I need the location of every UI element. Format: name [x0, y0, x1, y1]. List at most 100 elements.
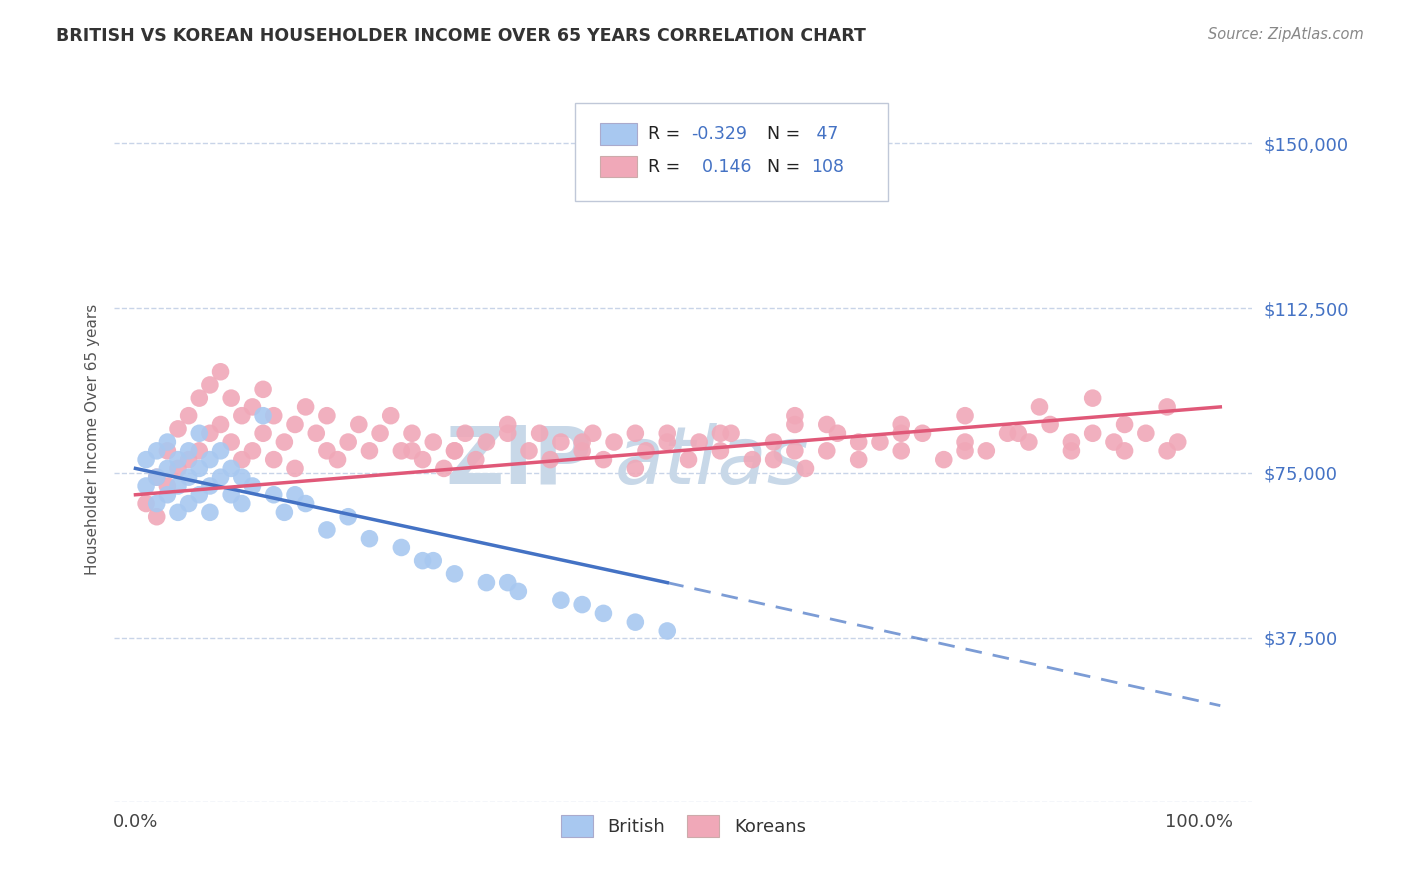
Point: [783, 409, 806, 423]
Point: [443, 566, 465, 581]
Point: [869, 435, 891, 450]
Point: [198, 479, 221, 493]
Point: [263, 488, 285, 502]
Point: [167, 422, 190, 436]
Text: 0.146: 0.146: [692, 158, 752, 176]
Point: [953, 443, 976, 458]
Point: [252, 426, 274, 441]
Text: 47: 47: [811, 125, 838, 143]
Point: [688, 435, 710, 450]
Y-axis label: Householder Income Over 65 years: Householder Income Over 65 years: [86, 304, 100, 575]
Text: R =: R =: [648, 158, 686, 176]
Point: [932, 452, 955, 467]
Point: [167, 452, 190, 467]
Point: [167, 479, 190, 493]
Point: [231, 497, 253, 511]
Point: [1060, 435, 1083, 450]
Point: [145, 470, 167, 484]
Point: [571, 598, 593, 612]
Point: [1167, 435, 1189, 450]
Point: [188, 461, 211, 475]
Point: [242, 400, 264, 414]
FancyBboxPatch shape: [600, 156, 637, 178]
Point: [550, 435, 572, 450]
Point: [890, 426, 912, 441]
Point: [198, 452, 221, 467]
Point: [368, 426, 391, 441]
Point: [305, 426, 328, 441]
Point: [326, 452, 349, 467]
Point: [848, 435, 870, 450]
Point: [709, 426, 731, 441]
Point: [890, 417, 912, 432]
Text: R =: R =: [648, 125, 686, 143]
Point: [762, 452, 785, 467]
Point: [496, 417, 519, 432]
Point: [145, 509, 167, 524]
Text: ZIP: ZIP: [444, 423, 592, 500]
Point: [1114, 443, 1136, 458]
Point: [156, 488, 179, 502]
Point: [529, 426, 551, 441]
Point: [571, 435, 593, 450]
Point: [231, 470, 253, 484]
Point: [657, 624, 679, 638]
Point: [177, 497, 200, 511]
Point: [709, 443, 731, 458]
Point: [347, 417, 370, 432]
Point: [592, 452, 614, 467]
Point: [1156, 443, 1178, 458]
Point: [177, 470, 200, 484]
Point: [167, 461, 190, 475]
Point: [422, 435, 444, 450]
Point: [953, 409, 976, 423]
Point: [475, 575, 498, 590]
Text: -0.329: -0.329: [692, 125, 747, 143]
Point: [156, 461, 179, 475]
Point: [242, 479, 264, 493]
Point: [209, 443, 232, 458]
Point: [475, 435, 498, 450]
Point: [219, 435, 242, 450]
Point: [231, 409, 253, 423]
Point: [273, 505, 295, 519]
Point: [316, 443, 339, 458]
Point: [135, 479, 157, 493]
Point: [508, 584, 530, 599]
Point: [156, 435, 179, 450]
Point: [316, 409, 339, 423]
Point: [380, 409, 402, 423]
Point: [401, 443, 423, 458]
Point: [294, 400, 316, 414]
Point: [209, 365, 232, 379]
Point: [135, 497, 157, 511]
Point: [741, 452, 763, 467]
Point: [496, 426, 519, 441]
Point: [1060, 443, 1083, 458]
Point: [1081, 391, 1104, 405]
Point: [815, 417, 838, 432]
Point: [219, 461, 242, 475]
Point: [412, 554, 434, 568]
Point: [263, 452, 285, 467]
Point: [634, 443, 657, 458]
Point: [997, 426, 1019, 441]
Point: [794, 461, 817, 475]
Point: [1039, 417, 1062, 432]
Text: Source: ZipAtlas.com: Source: ZipAtlas.com: [1208, 27, 1364, 42]
Point: [412, 452, 434, 467]
Point: [1135, 426, 1157, 441]
Point: [443, 443, 465, 458]
Point: [571, 443, 593, 458]
Text: N =: N =: [768, 125, 806, 143]
Point: [316, 523, 339, 537]
Point: [1028, 400, 1050, 414]
Point: [624, 461, 647, 475]
Point: [762, 435, 785, 450]
Point: [156, 443, 179, 458]
Point: [156, 479, 179, 493]
Point: [294, 497, 316, 511]
Point: [1007, 426, 1029, 441]
Point: [678, 452, 700, 467]
Point: [911, 426, 934, 441]
